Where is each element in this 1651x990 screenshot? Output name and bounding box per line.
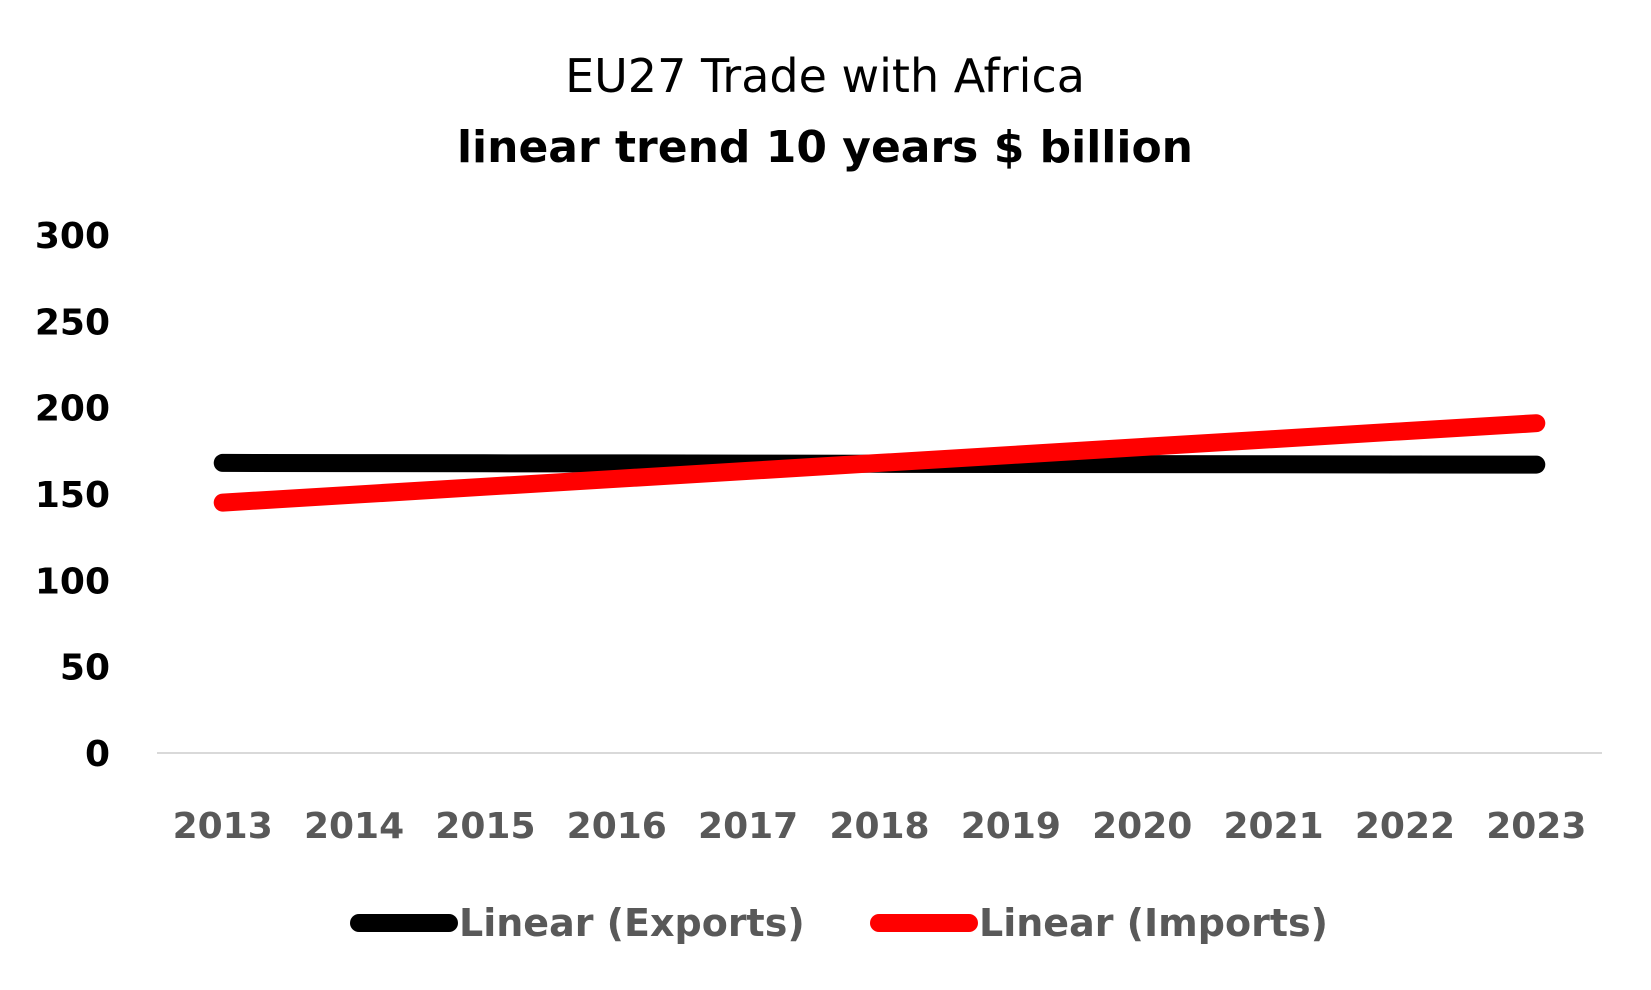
y-tick-label: 100 — [35, 561, 110, 602]
x-tick-label: 2022 — [1355, 806, 1455, 847]
x-axis-ticks: 2013 2014 2015 2016 2017 2018 2019 2020 2021 2022… — [173, 806, 1587, 847]
chart-title: EU27 Trade with Africa — [565, 49, 1085, 103]
x-tick-label: 2019 — [961, 806, 1061, 847]
x-tick-label: 2014 — [304, 806, 404, 847]
x-tick-label: 2017 — [698, 806, 798, 847]
y-tick-label: 0 — [85, 734, 110, 775]
legend-label: Linear (Exports) — [459, 901, 805, 945]
series-lines — [213, 414, 1546, 512]
x-tick-label: 2023 — [1486, 806, 1586, 847]
y-tick-label: 300 — [35, 216, 110, 257]
legend-label: Linear (Imports) — [979, 901, 1328, 945]
series-line-imports — [213, 414, 1546, 512]
x-tick-label: 2018 — [829, 806, 929, 847]
chart-subtitle: linear trend 10 years $ billion — [457, 122, 1193, 173]
y-tick-label: 150 — [35, 475, 110, 516]
x-tick-label: 2016 — [567, 806, 667, 847]
x-tick-label: 2013 — [173, 806, 273, 847]
y-tick-label: 200 — [35, 389, 110, 430]
y-tick-label: 50 — [60, 648, 110, 689]
y-tick-label: 250 — [35, 302, 110, 343]
x-tick-label: 2020 — [1092, 806, 1192, 847]
x-tick-label: 2015 — [435, 806, 535, 847]
y-axis-ticks: 0 50 100 150 200 250 300 — [35, 216, 110, 775]
x-tick-label: 2021 — [1223, 806, 1323, 847]
legend: Linear (Exports) Linear (Imports) — [350, 901, 1328, 945]
